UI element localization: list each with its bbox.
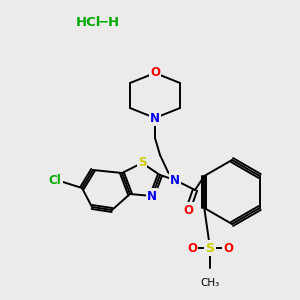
Text: −: − — [98, 16, 109, 28]
Text: Cl: Cl — [49, 173, 62, 187]
Text: O: O — [183, 203, 193, 217]
Text: S: S — [138, 157, 146, 169]
Text: O: O — [150, 67, 160, 80]
Text: CH₃: CH₃ — [200, 278, 220, 288]
Text: S: S — [206, 242, 214, 254]
Text: N: N — [170, 173, 180, 187]
Text: O: O — [223, 242, 233, 254]
Text: H: H — [107, 16, 118, 28]
Text: N: N — [150, 112, 160, 124]
Text: N: N — [147, 190, 157, 202]
Text: O: O — [187, 242, 197, 254]
Text: HCl: HCl — [75, 16, 101, 28]
